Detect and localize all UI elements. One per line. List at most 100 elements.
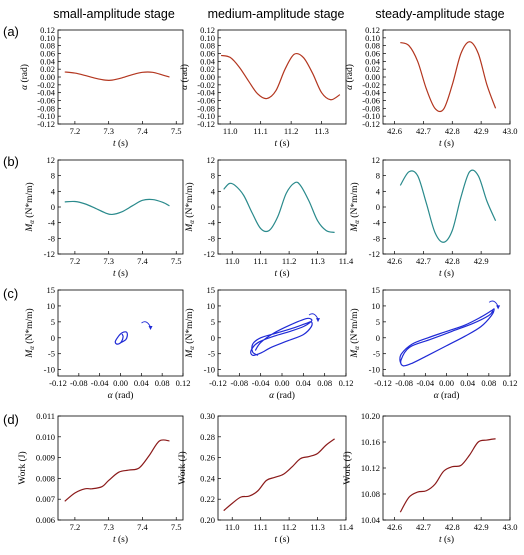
series-line [399,308,495,367]
y-tick-label: -10 [204,365,215,375]
y-tick-label: -8 [208,233,215,243]
x-tick-label: 11.0 [225,256,240,266]
x-tick-label: 42.9 [474,256,489,266]
y-tick-label: 0.28 [200,432,215,442]
x-tick-label: 0.12 [339,378,354,388]
y-tick-label: 4 [376,186,381,196]
y-tick-label: -0.10 [37,111,55,121]
direction-arrow [141,321,151,328]
y-tick-label: -0.08 [37,103,55,113]
column-title-steady: steady-amplitude stage [375,7,504,21]
y-tick-label: -4 [208,218,216,228]
x-tick-label: 11.2 [282,256,297,266]
panel-b3: 42.6 42.7 42.8 42.9 -12 -8 -4 0 4 8 12 t (s) Mα (N*m… [349,155,511,279]
x-axis-label: t (s) [274,534,289,545]
y-tick-label: 15 [47,285,56,295]
x-tick-label: 7.5 [171,126,182,136]
y-axis-label: Mα (N*m/m) [349,308,361,358]
y-tick-label: 10.08 [361,489,380,499]
x-axis-label: t (s) [113,138,128,149]
y-tick-label: 0.02 [40,64,55,74]
x-tick-label: 42.7 [416,256,431,266]
x-tick-label: 42.8 [445,256,460,266]
series-line [400,41,497,113]
panel-b1: 7.2 7.3 7.4 7.5 -12 -8 -4 0 4 8 12 t (s) Mα (N*m/m) [24,155,184,279]
y-tick-label: -0.12 [197,119,215,129]
plot-frame [382,29,511,125]
y-tick-label: -0.02 [197,80,215,90]
y-axis-label: Mα (N*m/m) [184,308,196,358]
direction-arrowhead [316,318,320,323]
panel-c2: -0.12 -0.08 -0.04 0.00 0.04 0.08 0.12 -10 -5 0 5 10… [184,285,353,401]
y-axis-label: Work (J) [177,451,188,484]
y-tick-label: 0.06 [365,49,380,59]
y-tick-label: 0.00 [40,72,55,82]
series-line [223,438,335,512]
x-tick-label: 42.7 [416,126,431,136]
panel-c3: -0.12 -0.08 -0.04 0.00 0.04 0.08 0.12 -10 -5 0 5 10… [349,285,517,401]
series-line [114,331,128,345]
x-tick-label: 0.08 [155,378,170,388]
x-tick-label: -0.12 [209,378,227,388]
y-tick-label: 0.10 [40,33,55,43]
x-tick-label: 0.00 [113,378,128,388]
plot-frame [217,289,347,377]
x-axis-label: t (s) [113,268,128,279]
x-axis-label: t (s) [439,268,454,279]
x-tick-label: 42.8 [445,522,460,532]
y-tick-label: 0 [376,202,380,212]
y-tick-label: 0.10 [365,33,380,43]
x-tick-label: 7.4 [137,522,148,532]
y-tick-label: 0.04 [40,56,56,66]
y-axis-label: α (rad) [179,64,190,90]
y-tick-label: 0.24 [200,473,216,483]
y-tick-label: 4 [51,186,56,196]
y-tick-label: -0.06 [37,96,55,106]
x-tick-label: 43.0 [503,522,518,532]
x-axis-label: α (rad) [108,390,134,401]
y-tick-label: 10.04 [361,515,381,525]
x-tick-label: 42.9 [474,126,489,136]
x-tick-label: 11.4 [339,256,354,266]
x-axis-label: t (s) [274,268,289,279]
direction-arrowhead [496,305,501,310]
x-tick-label: 7.2 [70,256,81,266]
series-line [64,71,170,82]
y-tick-label: 0.011 [36,411,55,421]
y-tick-label: -0.06 [362,96,380,106]
y-tick-label: 0.08 [365,41,380,51]
y-tick-label: -0.12 [37,119,55,129]
x-tick-label: 0.08 [317,378,332,388]
y-axis-label: Mα (N*m/m) [24,308,36,358]
y-axis-label: Mα (N*m/m) [349,182,361,232]
y-axis-label: α (rad) [19,64,30,90]
y-tick-label: 0.00 [365,72,380,82]
y-tick-label: -0.12 [362,119,380,129]
x-axis-label: t (s) [274,138,289,149]
y-tick-label: 12 [207,155,216,165]
y-tick-label: 8 [211,171,215,181]
y-tick-label: 0.007 [36,494,55,504]
x-tick-label: 7.5 [171,256,182,266]
x-tick-label: 0.04 [296,378,312,388]
direction-arrowhead [148,326,153,331]
column-title-medium: medium-amplitude stage [208,7,345,21]
y-tick-label: -0.02 [37,80,55,90]
y-tick-label: 5 [211,317,215,327]
y-tick-label: -5 [208,349,215,359]
y-tick-label: 15 [207,285,216,295]
y-tick-label: -0.10 [362,111,380,121]
row-label-a: (a) [3,24,19,39]
x-tick-label: 42.6 [387,256,402,266]
y-tick-label: 0.02 [365,64,380,74]
y-tick-label: 10.12 [361,463,380,473]
y-axis-label: α (rad) [344,64,355,90]
y-tick-label: 0 [51,333,55,343]
x-tick-label: 0.00 [439,378,454,388]
x-tick-label: 11.0 [225,522,240,532]
y-tick-label: -4 [373,218,381,228]
y-tick-label: -0.04 [37,88,55,98]
x-tick-label: 0.12 [503,378,518,388]
y-tick-label: -10 [369,365,380,375]
x-tick-label: -0.04 [416,378,434,388]
